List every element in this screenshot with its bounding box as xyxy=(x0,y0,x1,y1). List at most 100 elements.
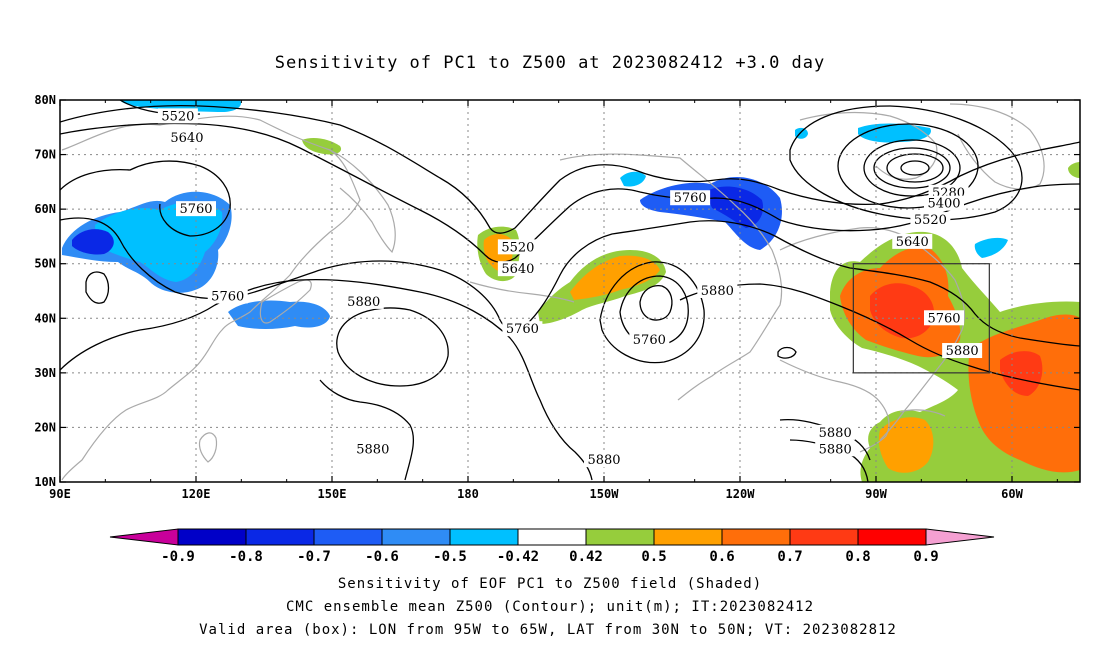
contour-label-bg xyxy=(910,212,951,228)
contour-label: 5520 xyxy=(914,213,947,228)
contour-label-bg xyxy=(207,288,248,304)
coast-asia xyxy=(61,115,361,481)
contour-label-bg xyxy=(497,261,538,277)
colorbar-swatch xyxy=(721,528,791,546)
lon-tick-label: 120W xyxy=(726,487,756,501)
contour-label-bg xyxy=(502,321,543,337)
colorbar-swatch xyxy=(789,528,859,546)
pos-region-arctic-right xyxy=(1068,162,1080,178)
contour-label-bg xyxy=(697,283,738,298)
colorbar-label: 0.7 xyxy=(777,549,802,565)
contour-label: 5880 xyxy=(701,284,734,299)
caption-line-1: Sensitivity of EOF PC1 to Z500 field (Sh… xyxy=(338,576,762,592)
contour-label-bg xyxy=(924,195,964,211)
contour-label: 5880 xyxy=(819,426,852,441)
coast-aleutians xyxy=(469,281,575,303)
lat-tick-label: 40N xyxy=(34,311,56,325)
sensitivity-shading xyxy=(62,100,1080,482)
contour-label-bg xyxy=(924,310,964,326)
contour-5280-inner xyxy=(900,160,930,176)
colorbar-label: 0.5 xyxy=(641,549,666,565)
lon-tick-label: 150W xyxy=(590,487,620,501)
contour-label-bg xyxy=(629,332,670,348)
contour-label-bg xyxy=(670,190,711,206)
colorbar-label: 0.42 xyxy=(569,549,603,565)
pos-region-caribbean xyxy=(878,417,934,473)
neg-region-labrador xyxy=(974,237,1008,258)
colorbar-label: 0.6 xyxy=(709,549,734,565)
coast-gulf-mexico xyxy=(779,359,890,453)
contour-5880-c xyxy=(319,379,414,481)
neg-region-siberia-core xyxy=(95,201,223,282)
coast-cuba xyxy=(899,409,946,417)
contour-label: 5760 xyxy=(506,322,539,337)
lat-tick-label: 60N xyxy=(34,202,56,216)
caption-line-2: CMC ensemble mean Z500 (Contour); unit(m… xyxy=(286,599,814,615)
colorbar-swatch xyxy=(517,528,587,546)
contour-5880-a xyxy=(60,278,593,481)
contour-label: 5880 xyxy=(356,442,389,457)
contour-label: 5640 xyxy=(501,262,534,277)
colorbar-swatch xyxy=(313,528,383,546)
contour-label-bg xyxy=(352,441,393,457)
contour-label-bg xyxy=(815,424,856,440)
lat-tick-label: 10N xyxy=(34,475,56,489)
contour-label: 5520 xyxy=(501,240,534,255)
colorbar-right-arrow xyxy=(925,528,995,546)
colorbar-swatch xyxy=(245,528,315,546)
colorbar-label: -0.7 xyxy=(297,549,331,565)
colorbar-left-arrow xyxy=(109,528,179,546)
contour-5880-high xyxy=(336,307,449,387)
lon-tick-label: 120E xyxy=(182,487,211,501)
contour-label-bg xyxy=(176,201,216,217)
coastlines xyxy=(61,103,1045,481)
colorbar-swatch xyxy=(857,528,927,546)
contour-label-bg xyxy=(815,441,856,457)
contour-label: 5760 xyxy=(927,311,960,326)
lon-tick-label: 90W xyxy=(865,487,887,501)
colorbar-swatch xyxy=(585,528,655,546)
lat-tick-label: 80N xyxy=(34,93,56,107)
lat-tick-label: 30N xyxy=(34,366,56,380)
colorbar-label: 0.9 xyxy=(913,549,938,565)
lat-tick-label: 50N xyxy=(34,257,56,271)
colorbar-swatch xyxy=(177,528,247,546)
lon-tick-label: 180 xyxy=(457,487,479,501)
contour-label-bg xyxy=(584,452,624,468)
contour-label: 5640 xyxy=(896,235,929,250)
contour-label-bg xyxy=(343,293,384,309)
lon-tick-label: 90E xyxy=(49,487,71,501)
contour-label-bg xyxy=(892,233,933,249)
contour-label-bg xyxy=(166,130,207,146)
contour-label: 5400 xyxy=(927,197,960,212)
contour-label: 5880 xyxy=(819,442,852,457)
coast-greenland xyxy=(949,103,1045,190)
neg-region-chukchi xyxy=(620,171,646,187)
coast-philippines xyxy=(198,432,218,463)
pos-region-atlantic-red xyxy=(1000,351,1043,396)
colorbar-swatch xyxy=(449,528,519,546)
lat-tick-label: 70N xyxy=(34,148,56,162)
contour-label: 5880 xyxy=(587,453,620,468)
contour-label-bg xyxy=(497,239,538,255)
colorbar: -0.9 -0.8 -0.7 -0.6 -0.5 -0.42 0.42 0.5 0.6 0.7 0.… xyxy=(109,528,995,565)
colorbar-swatch xyxy=(653,528,723,546)
lon-tick-label: 150E xyxy=(318,487,347,501)
figure-title: Sensitivity of PC1 to Z500 at 2023082412… xyxy=(275,53,826,73)
contour-label: 5760 xyxy=(633,333,666,348)
lon-tick-label: 60W xyxy=(1001,487,1023,501)
contour-label: 5760 xyxy=(674,191,707,206)
contour-label-bg xyxy=(157,108,198,124)
contour-label-bg xyxy=(942,343,983,359)
axis-ticks: 90E 120E 150E 180 150W 120W 90W 60W 80N 70N 60N 50N… xyxy=(34,93,1080,501)
contour-label: 5880 xyxy=(347,295,380,310)
pos-region-east-na-red xyxy=(870,283,935,339)
contour-5460-ring xyxy=(837,123,979,209)
contour-small-loop-asia xyxy=(85,271,110,304)
contour-small-loop-pacific xyxy=(777,346,797,359)
contour-5340-ring xyxy=(873,147,951,189)
coast-alaska xyxy=(559,153,783,401)
coast-na-east xyxy=(779,227,966,441)
